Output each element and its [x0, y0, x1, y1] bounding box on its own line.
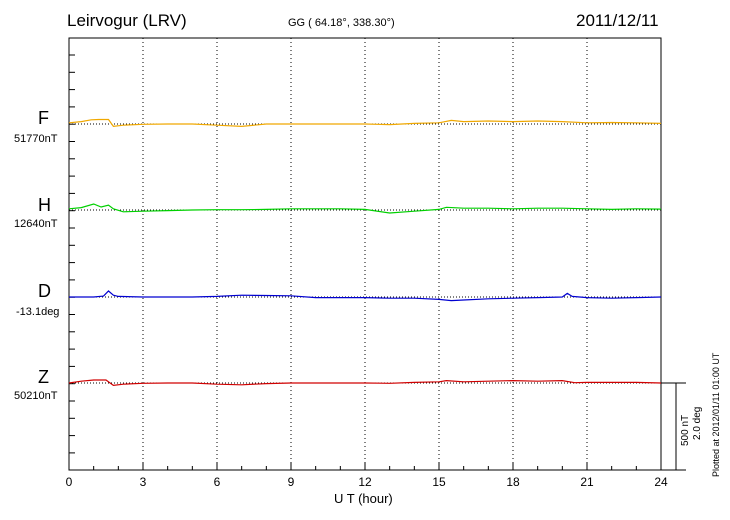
f-component-label: F — [38, 108, 49, 128]
date-label: 2011/12/11 — [576, 11, 659, 30]
h-series-line — [68, 203, 662, 214]
h-component-label: H — [38, 195, 51, 215]
z-baseline-label: 50210nT — [14, 390, 58, 402]
h-baseline-label: 12640nT — [14, 218, 58, 230]
z-series-line — [68, 379, 662, 387]
z-component-label: Z — [38, 367, 49, 387]
station-title: Leirvogur (LRV) — [67, 11, 187, 30]
x-tick-label: 24 — [654, 475, 668, 489]
x-axis-label: U T (hour) — [334, 491, 393, 506]
scale-deg-label: 2.0 deg — [692, 406, 703, 440]
x-tick-label: 18 — [506, 475, 520, 489]
f-series-line — [68, 118, 662, 128]
coordinates-label: GG ( 64.18°, 338.30°) — [288, 17, 395, 29]
plotted-timestamp: Plotted at 2012/01/11 01:00 UT — [711, 352, 721, 477]
x-tick-label: 15 — [432, 475, 446, 489]
x-tick-label: 0 — [66, 475, 73, 489]
x-tick-label: 12 — [358, 475, 372, 489]
x-tick-label: 3 — [140, 475, 147, 489]
f-baseline-label: 51770nT — [14, 133, 58, 145]
x-tick-label: 9 — [288, 475, 295, 489]
x-tick-label: 6 — [214, 475, 221, 489]
d-series-line — [69, 290, 662, 302]
d-baseline-label: -13.1deg — [16, 306, 60, 318]
x-tick-label: 21 — [580, 475, 594, 489]
d-component-label: D — [38, 281, 51, 301]
scale-nt-label: 500 nT — [680, 414, 691, 446]
